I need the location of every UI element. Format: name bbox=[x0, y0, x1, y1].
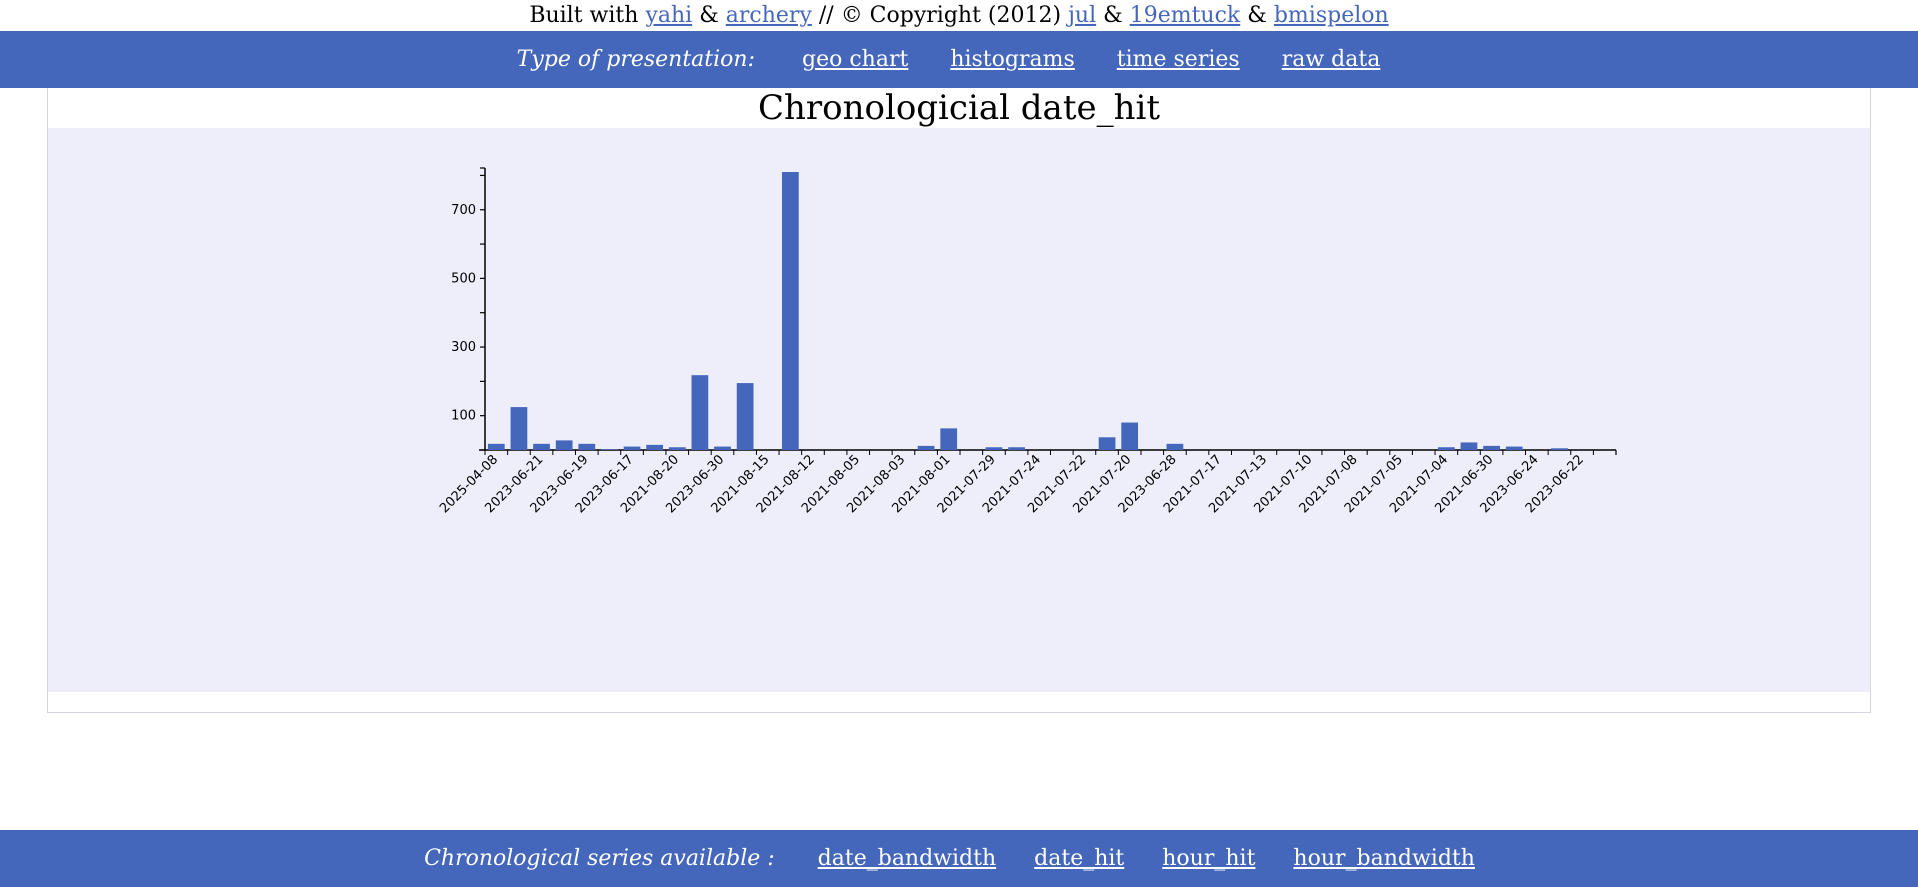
x-axis bbox=[479, 449, 1617, 455]
chart-area: 100 300 500 700 2025-04-08 2023-06-21 2023-06… bbox=[48, 128, 1870, 692]
bar bbox=[1166, 443, 1184, 450]
credits-prefix: Built with bbox=[529, 3, 639, 28]
bar bbox=[1551, 448, 1568, 450]
nav-geo-chart-link[interactable]: geo chart bbox=[802, 47, 909, 72]
bar bbox=[985, 447, 1003, 450]
bar bbox=[1483, 445, 1500, 450]
bar bbox=[555, 440, 573, 450]
bar bbox=[646, 444, 664, 450]
y-axis: 100 300 500 700 bbox=[451, 167, 486, 451]
bar bbox=[510, 407, 528, 450]
nav-histograms-link[interactable]: histograms bbox=[950, 47, 1075, 72]
presentation-nav: Type of presentation: geo chart histogra… bbox=[0, 31, 1918, 88]
series-date-bandwidth-link[interactable]: date_bandwidth bbox=[817, 846, 997, 871]
bar bbox=[487, 443, 505, 450]
y-tick-label: 100 bbox=[451, 409, 476, 424]
bar bbox=[940, 428, 958, 450]
bar bbox=[736, 383, 754, 450]
credits-amp: & bbox=[699, 3, 719, 28]
bar-chart: 100 300 500 700 2025-04-082023-06-212023-06… bbox=[437, 167, 1617, 516]
credits-amp: & bbox=[1247, 3, 1267, 28]
y-tick-label: 500 bbox=[451, 271, 476, 286]
bar bbox=[782, 172, 799, 450]
bar bbox=[1437, 447, 1455, 450]
bar bbox=[714, 446, 731, 450]
bar bbox=[668, 447, 686, 450]
nav-raw-data-link[interactable]: raw data bbox=[1281, 47, 1381, 72]
bar bbox=[533, 443, 550, 450]
bar bbox=[578, 443, 596, 450]
nav-time-series-link[interactable]: time series bbox=[1116, 47, 1240, 72]
series-hour-hit-link[interactable]: hour_hit bbox=[1162, 846, 1256, 871]
y-tick-label: 300 bbox=[451, 340, 476, 355]
bar bbox=[917, 445, 935, 450]
bar bbox=[1098, 437, 1116, 450]
19emtuck-link[interactable]: 19emtuck bbox=[1129, 3, 1241, 28]
bar bbox=[691, 375, 709, 450]
bar bbox=[601, 449, 618, 450]
jul-link[interactable]: jul bbox=[1068, 3, 1097, 28]
series-date-hit-link[interactable]: date_hit bbox=[1034, 846, 1125, 871]
yahi-link[interactable]: yahi bbox=[645, 3, 693, 28]
credits-line: Built with yahi & archery // © Copyright… bbox=[0, 0, 1918, 31]
bar bbox=[1460, 442, 1478, 450]
credits-copyright: // © Copyright (2012) bbox=[818, 3, 1062, 28]
bmispelon-link[interactable]: bmispelon bbox=[1273, 3, 1389, 28]
chart-title: Chronologicial date_hit bbox=[757, 88, 1161, 128]
y-tick-label: 700 bbox=[451, 203, 476, 218]
archery-link[interactable]: archery bbox=[725, 3, 812, 28]
presentation-nav-label: Type of presentation: bbox=[516, 47, 755, 72]
x-tick-labels: 2025-04-082023-06-212023-06-192023-06-17… bbox=[437, 452, 1587, 516]
bar bbox=[1121, 422, 1139, 450]
series-nav-label: Chronological series available : bbox=[424, 846, 775, 871]
bar bbox=[623, 446, 641, 450]
bar bbox=[1505, 446, 1523, 450]
series-nav: Chronological series available : date_ba… bbox=[0, 830, 1918, 887]
series-hour-bandwidth-link[interactable]: hour_bandwidth bbox=[1293, 846, 1475, 871]
bar bbox=[1008, 447, 1025, 450]
credits-amp: & bbox=[1103, 3, 1123, 28]
bars bbox=[487, 172, 1568, 450]
